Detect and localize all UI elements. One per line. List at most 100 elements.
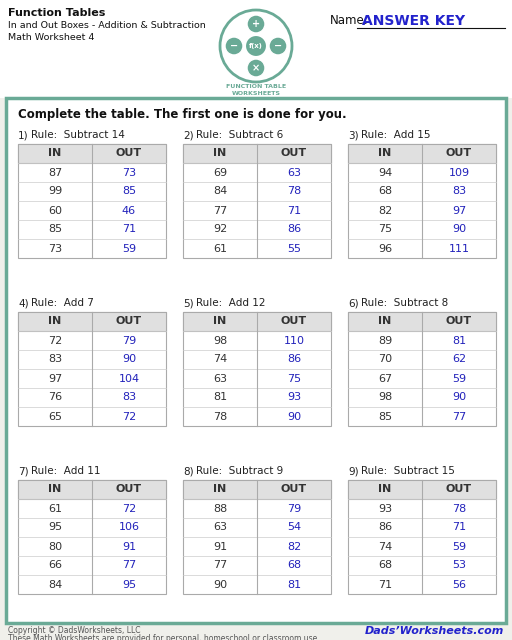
FancyBboxPatch shape: [183, 312, 331, 331]
Text: 85: 85: [122, 186, 136, 196]
Text: 72: 72: [122, 504, 136, 513]
Text: 59: 59: [452, 541, 466, 552]
FancyBboxPatch shape: [18, 312, 166, 426]
FancyBboxPatch shape: [18, 480, 166, 499]
Text: IN: IN: [378, 148, 392, 159]
Text: 69: 69: [213, 168, 227, 177]
Text: 6): 6): [348, 298, 358, 308]
Text: IN: IN: [214, 148, 227, 159]
Text: Rule:  Subtract 8: Rule: Subtract 8: [361, 298, 448, 308]
Text: 9): 9): [348, 466, 358, 476]
Text: 53: 53: [452, 561, 466, 570]
Text: Rule:  Subtract 14: Rule: Subtract 14: [31, 130, 125, 140]
Text: 106: 106: [118, 522, 139, 532]
Circle shape: [247, 15, 265, 33]
Text: 92: 92: [213, 225, 227, 234]
FancyBboxPatch shape: [0, 0, 512, 98]
Text: 71: 71: [122, 225, 136, 234]
Text: 111: 111: [449, 243, 470, 253]
Text: 71: 71: [287, 205, 301, 216]
Text: IN: IN: [48, 484, 61, 495]
Text: 2): 2): [183, 130, 194, 140]
Text: WORKSHEETS: WORKSHEETS: [231, 91, 281, 96]
Text: 63: 63: [213, 374, 227, 383]
Text: Math Worksheet 4: Math Worksheet 4: [8, 33, 94, 42]
Text: These Math Worksheets are provided for personal, homeschool or classroom use.: These Math Worksheets are provided for p…: [8, 634, 319, 640]
Text: 73: 73: [122, 168, 136, 177]
Text: 77: 77: [122, 561, 136, 570]
Text: 104: 104: [118, 374, 140, 383]
Text: 79: 79: [287, 504, 301, 513]
Text: 75: 75: [287, 374, 301, 383]
Text: FUNCTION TABLE: FUNCTION TABLE: [226, 84, 286, 89]
Text: 72: 72: [48, 335, 62, 346]
Text: 71: 71: [378, 579, 392, 589]
Text: Rule:  Subtract 6: Rule: Subtract 6: [196, 130, 283, 140]
Text: 60: 60: [48, 205, 62, 216]
FancyBboxPatch shape: [348, 312, 496, 331]
Text: In and Out Boxes - Addition & Subtraction: In and Out Boxes - Addition & Subtractio…: [8, 21, 206, 30]
Text: IN: IN: [48, 317, 61, 326]
Text: 78: 78: [213, 412, 227, 422]
Text: 74: 74: [378, 541, 392, 552]
Text: 90: 90: [452, 225, 466, 234]
Text: 78: 78: [452, 504, 466, 513]
FancyBboxPatch shape: [18, 312, 166, 331]
Text: Function Tables: Function Tables: [8, 8, 105, 18]
Text: 90: 90: [122, 355, 136, 365]
FancyBboxPatch shape: [348, 144, 496, 163]
Text: −: −: [274, 41, 282, 51]
Text: 81: 81: [452, 335, 466, 346]
Text: 99: 99: [48, 186, 62, 196]
Text: 4): 4): [18, 298, 29, 308]
Text: 63: 63: [213, 522, 227, 532]
Text: OUT: OUT: [116, 484, 142, 495]
Text: OUT: OUT: [116, 317, 142, 326]
FancyBboxPatch shape: [18, 144, 166, 258]
Text: 95: 95: [122, 579, 136, 589]
Text: 3): 3): [348, 130, 358, 140]
Text: 77: 77: [213, 205, 227, 216]
Text: 63: 63: [287, 168, 301, 177]
Text: +: +: [252, 19, 260, 29]
Text: 88: 88: [213, 504, 227, 513]
Text: 54: 54: [287, 522, 301, 532]
Text: IN: IN: [214, 484, 227, 495]
FancyBboxPatch shape: [348, 480, 496, 594]
Text: 59: 59: [452, 374, 466, 383]
Text: Dads’Worksheets.com: Dads’Worksheets.com: [365, 626, 504, 636]
Text: 70: 70: [378, 355, 392, 365]
Text: IN: IN: [378, 317, 392, 326]
Text: Name:: Name:: [330, 14, 369, 27]
Text: 78: 78: [287, 186, 301, 196]
Text: 83: 83: [452, 186, 466, 196]
Text: 82: 82: [378, 205, 392, 216]
Text: OUT: OUT: [446, 148, 472, 159]
FancyBboxPatch shape: [183, 312, 331, 426]
Text: 109: 109: [449, 168, 470, 177]
Text: Rule:  Add 7: Rule: Add 7: [31, 298, 94, 308]
Text: OUT: OUT: [281, 148, 307, 159]
Text: 56: 56: [452, 579, 466, 589]
Text: ×: ×: [252, 63, 260, 73]
Text: 46: 46: [122, 205, 136, 216]
Text: 95: 95: [48, 522, 62, 532]
Text: 91: 91: [122, 541, 136, 552]
Text: 65: 65: [48, 412, 62, 422]
Text: OUT: OUT: [281, 317, 307, 326]
Text: 68: 68: [378, 186, 392, 196]
Text: 80: 80: [48, 541, 62, 552]
FancyBboxPatch shape: [348, 480, 496, 499]
Text: 61: 61: [48, 504, 62, 513]
FancyBboxPatch shape: [183, 144, 331, 258]
Text: 110: 110: [284, 335, 305, 346]
Text: 61: 61: [213, 243, 227, 253]
Text: f(x): f(x): [249, 43, 263, 49]
Text: 86: 86: [287, 355, 301, 365]
Text: 98: 98: [378, 392, 392, 403]
Text: OUT: OUT: [116, 148, 142, 159]
Text: 73: 73: [48, 243, 62, 253]
Text: 85: 85: [48, 225, 62, 234]
Text: 90: 90: [452, 392, 466, 403]
Text: 68: 68: [287, 561, 301, 570]
